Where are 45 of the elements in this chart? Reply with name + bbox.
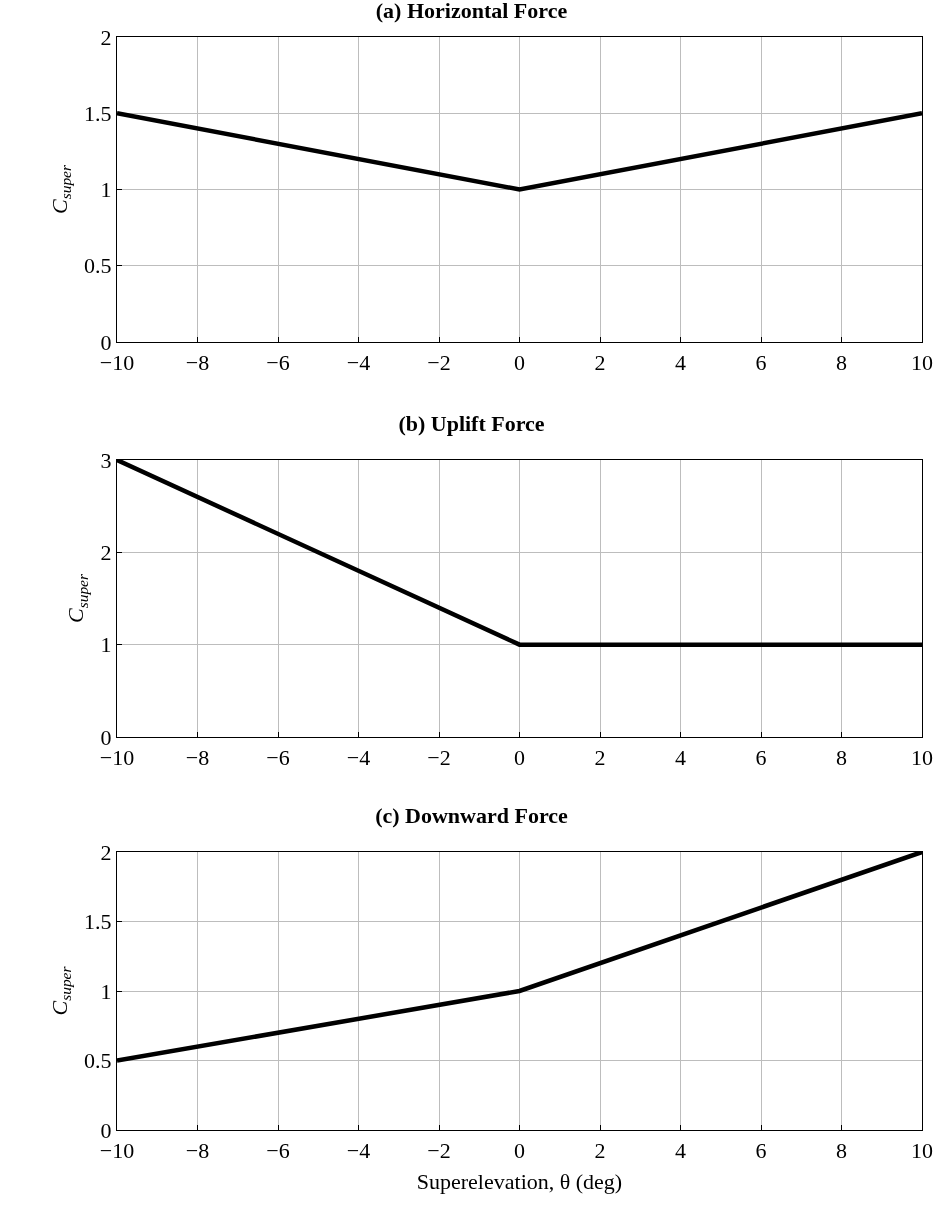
x-tick-label: 0 [514, 349, 525, 375]
y-tick-label: 1 [100, 632, 112, 658]
x-tick-label: −2 [427, 349, 451, 375]
y-tick-label: 1.5 [83, 909, 112, 935]
chart-title: (b) Uplift Force [398, 410, 545, 436]
x-tick-label: 4 [675, 744, 686, 770]
x-tick-label: 2 [594, 1137, 606, 1163]
x-tick-label: −6 [266, 744, 290, 770]
x-tick-label: 10 [911, 1137, 933, 1163]
y-tick-label: 3 [100, 447, 112, 473]
y-tick-label: 2 [100, 540, 112, 566]
x-tick-label: 4 [675, 349, 686, 375]
x-tick-label: 2 [594, 349, 606, 375]
x-tick-label: 8 [836, 349, 847, 375]
x-tick-label: −2 [427, 1137, 451, 1163]
x-tick-label: −4 [346, 1137, 371, 1163]
x-tick-label: 10 [911, 744, 933, 770]
y-tick-label: 0.5 [83, 1048, 112, 1074]
x-tick-label: 6 [755, 744, 767, 770]
x-tick-label: 8 [836, 1137, 847, 1163]
y-tick-label: 0.5 [83, 253, 112, 279]
x-tick-label: 0 [514, 1137, 525, 1163]
x-tick-label: −6 [266, 349, 290, 375]
x-tick-label: 10 [911, 349, 933, 375]
y-tick-label: 1 [100, 978, 112, 1004]
x-tick-label: −4 [346, 744, 371, 770]
x-tick-label: −4 [346, 349, 371, 375]
x-tick-label: 2 [594, 744, 606, 770]
x-axis-title: Superelevation, θ (deg) [416, 1169, 623, 1195]
y-tick-label: 2 [100, 24, 112, 50]
x-tick-label: 4 [675, 1137, 686, 1163]
chart-title: (a) Horizontal Force [375, 0, 568, 24]
x-tick-label: 0 [514, 744, 525, 770]
y-tick-label: 2 [100, 839, 112, 865]
x-tick-label: 8 [836, 744, 847, 770]
chart-title: (c) Downward Force [375, 803, 569, 829]
x-tick-label: 6 [755, 1137, 767, 1163]
x-tick-label: −8 [185, 1137, 210, 1163]
x-tick-label: −2 [427, 744, 451, 770]
x-tick-label: 6 [755, 349, 767, 375]
y-tick-label: 1 [100, 177, 112, 203]
x-tick-label: −8 [185, 744, 210, 770]
x-tick-label: −8 [185, 349, 210, 375]
x-tick-label: −6 [266, 1137, 290, 1163]
y-tick-label: 1.5 [83, 100, 112, 126]
